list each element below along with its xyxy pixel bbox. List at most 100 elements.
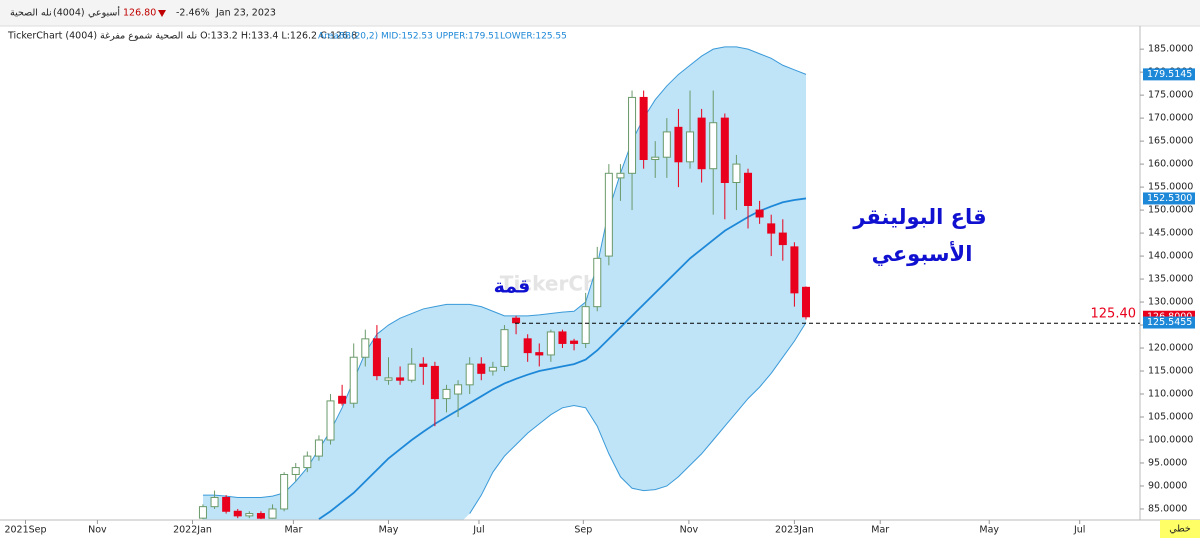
candle-body — [198, 506, 207, 519]
candle-body — [604, 172, 613, 257]
band-upper — [202, 46, 807, 498]
candle-body — [581, 306, 590, 344]
candle-body — [454, 384, 463, 395]
candle-body — [280, 473, 289, 510]
y-tick-label: 145.0000 — [1148, 228, 1193, 239]
y-tick-label: 135.0000 — [1148, 274, 1193, 285]
down-arrow — [158, 10, 166, 17]
candle-body — [407, 363, 416, 381]
candle-body — [477, 363, 486, 374]
candle-body — [546, 331, 555, 356]
x-tick-label: 2023Jan — [775, 525, 814, 536]
support-label: 125.40 — [1091, 307, 1137, 322]
candle-body — [314, 439, 323, 457]
candle-body — [674, 126, 683, 163]
candle-body — [802, 286, 811, 318]
candle-body — [662, 131, 671, 158]
chart-style[interactable]: خطي — [1169, 524, 1191, 535]
y-tick-label: 175.0000 — [1148, 90, 1193, 101]
y-tick-label: 120.0000 — [1148, 343, 1193, 354]
plot — [198, 46, 811, 520]
y-tick-label: 105.0000 — [1148, 412, 1193, 423]
candle-body — [361, 338, 370, 358]
candle-body — [535, 352, 544, 356]
candle-body — [709, 122, 718, 170]
annotation: قاع البولينقر — [852, 205, 986, 229]
annotation: قمة — [494, 276, 531, 298]
price-badge — [1143, 68, 1195, 81]
price-badge-label: 179.5145 — [1147, 69, 1192, 80]
price-badge — [1143, 192, 1195, 205]
candle-body — [616, 172, 625, 179]
stock-name: نله الصحية — [10, 8, 52, 19]
x-tick-label: May — [379, 525, 399, 536]
y-tick-label: 110.0000 — [1148, 389, 1193, 400]
annotation: الأسبوعي — [872, 240, 973, 266]
band-mid — [318, 197, 807, 520]
period: أسبوعي — [88, 6, 120, 19]
candle-body — [396, 377, 405, 381]
y-tick-label: 130.0000 — [1148, 297, 1193, 308]
candle-body — [338, 395, 347, 404]
plot-area — [198, 46, 811, 520]
candle-body — [465, 363, 474, 386]
candle-body — [651, 156, 660, 161]
candle-body — [639, 96, 648, 161]
candle-body — [303, 455, 312, 469]
band-lower — [469, 322, 807, 514]
y-tick-label: 160.0000 — [1148, 159, 1193, 170]
price: 126.80 — [123, 8, 156, 19]
indicator-upper: UPPER:179.51 — [436, 32, 500, 42]
y-tick-label: 150.0000 — [1148, 205, 1193, 216]
candle-body — [512, 317, 521, 324]
x-tick-label: Mar — [871, 525, 889, 536]
candle-body — [384, 377, 393, 381]
price-badge — [1143, 316, 1195, 329]
candle-body — [419, 363, 428, 367]
x-tick-label: Sep — [574, 525, 592, 536]
price-badge-label: 152.5300 — [1147, 193, 1192, 204]
x-tick-label: Nov — [680, 525, 699, 536]
candle-body — [593, 257, 602, 308]
candle-body — [442, 388, 451, 400]
price-badge-label: 125.5455 — [1147, 317, 1192, 328]
candle-body — [349, 356, 358, 404]
candle-body — [686, 131, 695, 163]
candle-body — [500, 329, 509, 367]
candle-body — [430, 365, 439, 400]
indicator-mid: MID:152.53 — [381, 32, 433, 42]
x-tick-label: Nov — [88, 525, 107, 536]
style-box[interactable] — [1160, 520, 1200, 538]
x-tick-label: Jul — [1073, 525, 1085, 536]
y-tick-label: 85.0000 — [1148, 503, 1187, 514]
header-bar — [0, 0, 1200, 26]
candle-body — [245, 513, 254, 517]
y-tick-label: 90.0000 — [1148, 480, 1187, 491]
candle-body — [720, 117, 729, 183]
candle-body — [372, 338, 381, 377]
y-tick-label: 185.0000 — [1148, 44, 1193, 55]
indicator-lower: LOWER:125.55 — [500, 32, 567, 42]
date: Jan 23, 2023 — [215, 8, 276, 19]
candle-body — [628, 96, 637, 174]
chart-title: TickerChart نله الصحية شموع مفرغة (4004)… — [7, 31, 357, 42]
x-tick-label: Mar — [284, 525, 302, 536]
indicator-name: AreaBB(20,2) — [318, 32, 378, 42]
candle-body — [778, 232, 787, 246]
y-tick-label: 115.0000 — [1148, 366, 1193, 377]
candle-body — [558, 331, 567, 344]
candle-body — [210, 496, 219, 508]
candle-body — [767, 223, 776, 234]
candle-body — [233, 510, 242, 517]
candle-body — [790, 246, 799, 294]
candle-body — [744, 172, 753, 206]
y-tick-label: 155.0000 — [1148, 182, 1193, 193]
stock-code: (4004) — [53, 8, 85, 19]
x-tick-label: 2021Sep — [4, 525, 46, 536]
candle-body — [732, 163, 741, 183]
y-tick-label: 165.0000 — [1148, 136, 1193, 147]
candle-body — [697, 117, 706, 170]
candle-body — [523, 338, 532, 354]
x-tick-label: 2022Jan — [173, 525, 212, 536]
